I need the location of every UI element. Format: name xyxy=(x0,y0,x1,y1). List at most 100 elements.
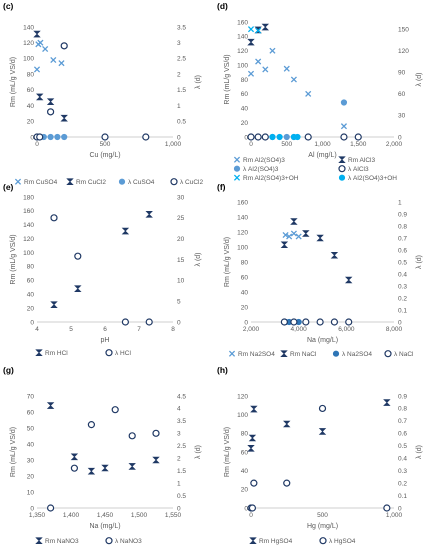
chart-e-point xyxy=(50,301,58,308)
chart-d-series-1 xyxy=(247,23,270,46)
chart-d-legend-marker-stroke-b xyxy=(233,156,241,163)
chart-c-legend-label: λ CuSO4 xyxy=(128,179,155,186)
chart-d-point-stroke-b xyxy=(247,70,255,77)
chart-f-y2-tick-label: 0.2 xyxy=(398,295,407,302)
chart-g-y2-axis-title: λ (d) xyxy=(195,445,202,459)
chart-g-point xyxy=(70,453,79,461)
chart-d-y-tick-label: 0 xyxy=(244,134,248,141)
chart-d-series-5 xyxy=(269,133,301,141)
chart-h-y2-tick-label: 0.6 xyxy=(398,431,407,438)
chart-d-point xyxy=(283,133,290,141)
chart-d-legend-marker-stroke-b xyxy=(233,174,241,181)
chart-d-point-stroke-b xyxy=(247,26,255,33)
chart-e-y-tick-label: 160 xyxy=(23,208,34,215)
chart-g-point xyxy=(128,463,136,470)
chart-d-y-tick-label: 160 xyxy=(237,19,248,26)
chart-f-point xyxy=(280,318,288,326)
chart-f-legend-label: λ Na2SO4 xyxy=(342,351,372,358)
chart-f-point xyxy=(316,234,324,242)
chart-c-point-stroke-b xyxy=(42,45,49,53)
chart-g-y2-tick-label: 1 xyxy=(177,480,181,487)
chart-f-point xyxy=(282,231,289,239)
chart-d-legend-marker xyxy=(338,174,346,181)
chart-c-point xyxy=(46,98,55,105)
chart-e-y2-tick-label: 5 xyxy=(177,298,181,305)
chart-d-x-tick-label: 2,000 xyxy=(386,141,403,148)
chart-e-legend-marker xyxy=(35,349,43,356)
chart-f-y-tick-label: 100 xyxy=(237,244,248,251)
chart-c-y2-tick-label: 0 xyxy=(177,134,181,141)
chart-c-point-stroke-b xyxy=(33,66,41,73)
chart-h-y2-tick-label: 0.1 xyxy=(398,493,407,500)
chart-c-legend-label: Rm CuSO4 xyxy=(24,179,58,186)
chart-d-series-4 xyxy=(247,26,262,34)
chart-h-point xyxy=(250,405,258,413)
chart-e-y-tick-label: 140 xyxy=(23,222,34,229)
chart-g-y2-tick-label: 0.5 xyxy=(177,493,186,500)
chart-d-y-tick-label: 80 xyxy=(241,77,249,84)
chart-h-legend: Rm HgSO4 λ HgSO4 xyxy=(249,537,356,545)
chart-d-y-tick-label: 20 xyxy=(241,120,249,127)
chart-h-y-tick-label: 0 xyxy=(244,505,248,512)
chart-f-y2-tick-label: 0.9 xyxy=(398,211,407,218)
chart-d-y2-tick-label: 150 xyxy=(398,26,409,33)
chart-e-x-tick-label: 7 xyxy=(137,326,141,333)
chart-f-point-stroke-b xyxy=(286,233,293,240)
chart-d-y-tick-label: 140 xyxy=(237,34,248,41)
chart-c-legend-label: Rm CuCl2 xyxy=(76,179,106,186)
chart-f-legend-marker xyxy=(280,350,288,357)
chart-f-y2-tick-label: 1 xyxy=(398,199,402,206)
chart-d-y2-tick-label: 0 xyxy=(398,134,402,141)
chart-f-y2-tick-label: 0.8 xyxy=(398,223,407,230)
chart-h-point xyxy=(318,428,327,435)
chart-c-series-1 xyxy=(33,30,68,122)
chart-f-point xyxy=(280,241,289,249)
chart-e-x-tick-label: 6 xyxy=(103,326,107,333)
chart-c-y-tick-label: 20 xyxy=(27,119,35,126)
chart-f-x-axis-title: Na (mg/L) xyxy=(307,337,338,344)
chart-f-y-tick-label: 80 xyxy=(241,259,249,266)
chart-e-panel-label: (e) xyxy=(3,182,14,192)
chart-d-point xyxy=(255,58,262,65)
chart-d-point xyxy=(247,70,255,77)
chart-d-legend-label: λ Al2(SO4)3 xyxy=(243,166,279,173)
chart-g-y2-tick-label: 3 xyxy=(177,431,181,438)
chart-g-legend-label: Rm NaNO3 xyxy=(45,538,79,545)
chart-c-series-3 xyxy=(33,42,150,141)
chart-c-legend-marker xyxy=(66,178,74,185)
chart-c-y-tick-label: 120 xyxy=(23,40,34,47)
chart-f-point xyxy=(290,218,298,225)
chart-e-y2-tick-label: 10 xyxy=(177,278,185,285)
chart-f-point xyxy=(286,233,293,240)
chart-c-point xyxy=(50,56,57,64)
chart-g-x-tick-label: 1,550 xyxy=(165,512,182,519)
chart-c-point xyxy=(101,133,109,141)
chart-h-point xyxy=(283,479,291,487)
chart-d-legend-marker xyxy=(233,156,241,163)
chart-d-y-tick-label: 100 xyxy=(237,62,248,69)
chart-h-point xyxy=(248,434,257,442)
chart-h-x-tick-label: 500 xyxy=(317,512,328,519)
chart-d-y-tick-label: 120 xyxy=(237,48,248,55)
chart-c-y2-tick-label: 1.5 xyxy=(177,87,186,94)
chart-d-point-stroke-b xyxy=(255,58,262,65)
chart-c-legend-label: λ CuCl2 xyxy=(180,179,204,186)
chart-d-x-tick-label: 1,500 xyxy=(350,141,367,148)
chart-c-y-tick-label: 40 xyxy=(27,103,35,110)
chart-h-y-tick-label: 20 xyxy=(241,487,249,494)
chart-e-x-tick-label: 5 xyxy=(69,326,73,333)
chart-d-point xyxy=(304,133,312,141)
chart-e-y-tick-label: 120 xyxy=(23,236,34,243)
chart-g-point xyxy=(152,456,160,464)
chart-g-point xyxy=(111,406,119,414)
chart-h-y-tick-label: 80 xyxy=(241,431,249,438)
chart-c-point xyxy=(54,133,61,141)
chart-g-panel-label: (g) xyxy=(3,365,14,375)
chart-d-point xyxy=(340,123,348,130)
chart-f-y2-tick-label: 0.4 xyxy=(398,271,407,278)
chart-e-x-tick-label: 4 xyxy=(35,326,39,333)
chart-d-legend-label: Rm Al2(SO4)3 xyxy=(243,157,285,164)
chart-c-y-tick-label: 80 xyxy=(27,71,35,78)
chart-e-y-tick-label: 60 xyxy=(27,278,35,285)
chart-f-point-stroke-b xyxy=(295,233,302,240)
